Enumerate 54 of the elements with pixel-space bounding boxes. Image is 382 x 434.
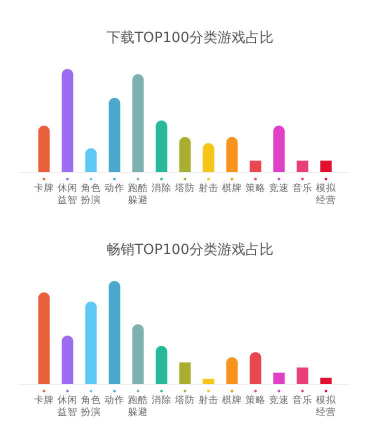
- bar: [62, 69, 74, 172]
- x-tick-label: 休闲益智: [58, 182, 78, 206]
- bar: [320, 160, 332, 172]
- x-tick-label: 音乐: [292, 182, 312, 194]
- x-tick-label: 动作: [104, 183, 124, 194]
- x-tick-label: 棋牌: [222, 182, 242, 194]
- bar: [85, 302, 97, 384]
- bar: [250, 160, 262, 172]
- bar: [156, 120, 168, 172]
- bar: [108, 98, 120, 172]
- x-tick-label: 塔防: [174, 182, 195, 194]
- bar: [226, 357, 238, 384]
- bar: [62, 336, 74, 384]
- bar: [226, 136, 238, 172]
- x-tick-label: 策略: [246, 182, 266, 194]
- bar: [156, 346, 168, 384]
- bar: [202, 143, 214, 172]
- bar: [132, 324, 144, 384]
- x-tick-label: 射击: [198, 182, 218, 194]
- chart-title: 下载TOP100分类游戏占比: [106, 30, 274, 46]
- bar: [296, 160, 308, 172]
- x-tick-label: 卡牌: [34, 394, 54, 406]
- bar: [273, 372, 285, 384]
- bar: [179, 136, 191, 172]
- x-tick-label: 塔防: [174, 394, 195, 406]
- bar: [38, 126, 50, 172]
- bar: [320, 378, 332, 384]
- bar: [108, 281, 120, 384]
- x-tick-label: 策略: [246, 394, 266, 406]
- x-tick-label: 射击: [198, 394, 218, 406]
- x-tick-label: 棋牌: [222, 394, 242, 406]
- x-tick-label: 卡牌: [34, 182, 54, 194]
- x-tick-label: 消除: [152, 394, 172, 406]
- x-tick-label: 跑酷躲避: [128, 394, 148, 418]
- bar: [250, 352, 262, 384]
- x-tick-label: 消除: [152, 182, 172, 194]
- x-tick-label: 竞速: [269, 182, 289, 194]
- x-tick-label: 竞速: [269, 394, 289, 406]
- x-tick-label: 角色扮演: [80, 394, 101, 418]
- x-tick-label: 角色扮演: [80, 182, 101, 206]
- bar: [38, 292, 50, 384]
- x-tick-label: 模拟经营: [316, 394, 337, 418]
- bar: [296, 368, 308, 384]
- x-tick-label: 休闲益智: [58, 394, 78, 418]
- x-tick-label: 跑酷躲避: [128, 182, 148, 206]
- bar: [85, 148, 97, 172]
- bar: [132, 74, 144, 172]
- bar: [202, 378, 214, 384]
- x-tick-label: 音乐: [292, 394, 312, 406]
- bar: [273, 126, 285, 172]
- chart-title: 畅销TOP100分类游戏占比: [106, 242, 274, 258]
- bar: [179, 362, 191, 384]
- x-tick-label: 动作: [104, 395, 124, 406]
- x-tick-label: 模拟经营: [316, 182, 337, 206]
